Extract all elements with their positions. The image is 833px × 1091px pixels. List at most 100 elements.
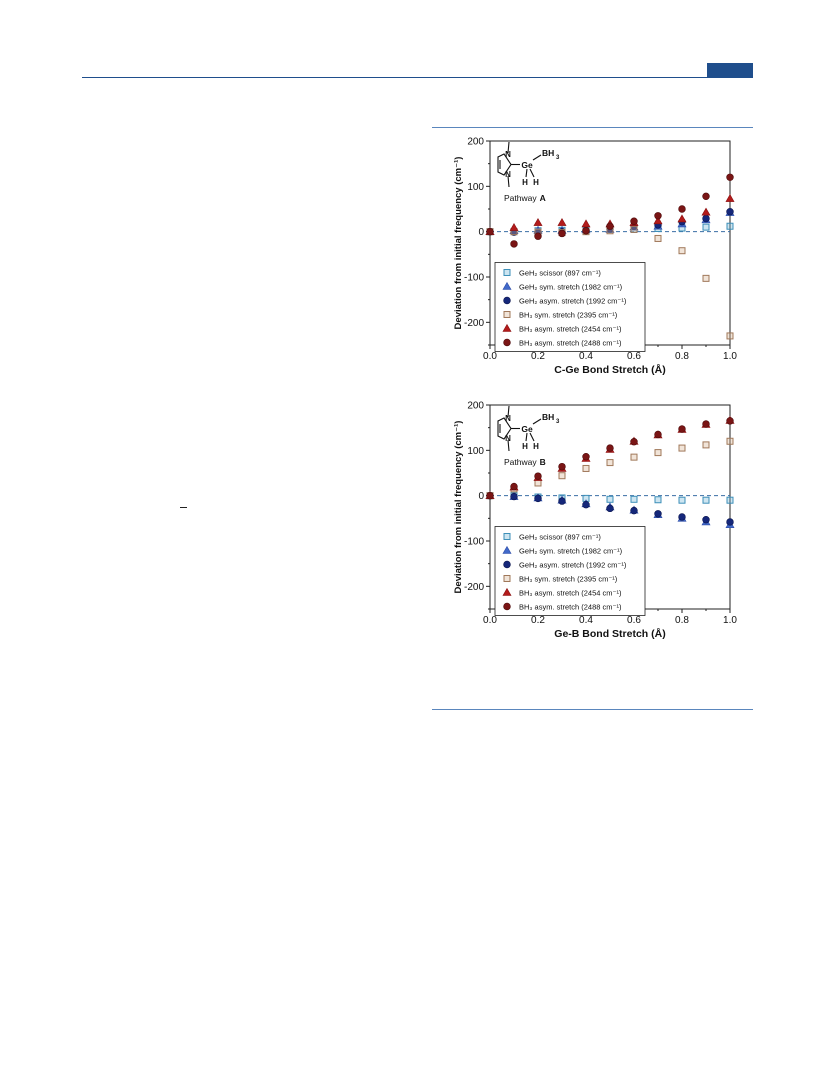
data-point xyxy=(606,222,614,230)
data-point xyxy=(606,444,614,452)
header-rule xyxy=(82,77,753,78)
legend-marker xyxy=(502,323,512,332)
x-tick-label: 0.6 xyxy=(627,615,641,626)
data-point xyxy=(702,420,710,428)
x-tick-label: 0.4 xyxy=(579,615,593,626)
data-point xyxy=(510,492,518,501)
series-5 xyxy=(486,417,734,500)
legend-marker xyxy=(503,338,511,347)
data-point xyxy=(510,240,518,248)
y-axis-label: Deviation from initial frequency (cm⁻¹) xyxy=(453,421,464,594)
pathway-letter: A xyxy=(540,193,546,203)
ge-b-bond xyxy=(532,154,542,161)
data-point xyxy=(653,216,663,225)
legend-marker xyxy=(503,574,511,582)
x-tick-label: 0.2 xyxy=(531,615,545,626)
header-page-tab xyxy=(707,63,753,78)
atom-bh3-subscript: 3 xyxy=(556,419,560,425)
data-point xyxy=(702,515,710,524)
data-point xyxy=(702,441,710,449)
pathway-label-text: Pathway xyxy=(504,193,537,203)
n-methyl-bottom xyxy=(507,439,510,452)
legend-marker xyxy=(502,281,512,290)
data-point xyxy=(726,496,734,504)
pathway-letter: B xyxy=(540,457,546,467)
atom-bh3: BH xyxy=(542,148,554,158)
pathway-label: Pathway B xyxy=(504,457,546,467)
data-point xyxy=(606,504,614,513)
y-tick-label: 0 xyxy=(478,491,484,502)
data-point xyxy=(726,437,734,445)
data-point xyxy=(678,425,686,433)
n-methyl-bottom xyxy=(507,175,510,188)
data-point xyxy=(606,495,614,503)
imidazole-ring xyxy=(497,153,512,176)
chart-pathway-b: 0.0 0.2 0.4 0.6 0.8 1.0 200 100 0 -100 -200 Ge-B Bo… xyxy=(453,401,737,641)
data-point xyxy=(702,214,710,223)
chart-pathway-a: 0.0 0.2 0.4 0.6 0.8 1.0 200 100 0 -100 -200 C-Ge Bo… xyxy=(453,137,737,377)
legend-marker xyxy=(503,532,511,540)
x-tick-label: 0.0 xyxy=(483,615,497,626)
data-point xyxy=(630,506,638,515)
data-point xyxy=(702,274,710,282)
data-point xyxy=(558,462,566,471)
y-tick-label: 200 xyxy=(467,137,484,148)
y-axis-label: Deviation from initial frequency (cm⁻¹) xyxy=(453,157,464,330)
legend-entry: GeH₂ sym. stretch (1982 cm⁻¹) xyxy=(519,546,623,555)
data-point xyxy=(533,217,543,226)
series-2 xyxy=(486,491,734,526)
data-point xyxy=(654,212,662,220)
data-point xyxy=(582,501,590,509)
x-tick-label: 1.0 xyxy=(723,615,737,626)
x-tick-label: 0.2 xyxy=(531,351,545,362)
figure-top-rule xyxy=(432,127,753,128)
data-point xyxy=(677,214,687,223)
series-5 xyxy=(486,173,734,248)
legend-marker xyxy=(503,268,511,276)
data-point xyxy=(726,518,734,526)
data-point xyxy=(678,205,686,213)
legend-marker xyxy=(502,587,512,596)
data-point xyxy=(534,232,542,240)
legend: GeH₂ scissor (897 cm⁻¹) GeH₂ sym. stretch… xyxy=(494,262,646,352)
molecule-inset: N N Ge BH 3 H H Pathway B xyxy=(497,405,560,467)
atom-n-top: N xyxy=(505,150,511,159)
x-axis-label: Ge-B Bond Stretch (Å) xyxy=(554,627,665,640)
x-tick-label: 0.8 xyxy=(675,615,689,626)
x-tick-label: 0.4 xyxy=(579,351,593,362)
data-point xyxy=(582,452,590,461)
legend-box xyxy=(494,526,646,616)
ge-b-bond xyxy=(532,418,542,425)
pathway-label-text: Pathway xyxy=(504,457,537,467)
y-tick-label: 100 xyxy=(467,182,484,193)
data-point xyxy=(654,510,662,518)
pathway-label: Pathway A xyxy=(504,193,546,203)
data-point xyxy=(726,173,734,181)
data-point xyxy=(558,229,566,238)
y-tick-label: 200 xyxy=(467,401,484,412)
x-axis-label: C-Ge Bond Stretch (Å) xyxy=(554,363,665,376)
legend-entry: BH₃ asym. stretch (2488 cm⁻¹) xyxy=(519,602,622,611)
x-tick-label: 0.6 xyxy=(627,351,641,362)
data-point xyxy=(534,472,542,480)
atom-n-bottom: N xyxy=(505,434,511,443)
data-point xyxy=(630,453,638,461)
atom-h-2: H xyxy=(533,178,539,187)
n-methyl-top xyxy=(507,141,510,154)
y-tick-label: -100 xyxy=(464,273,484,284)
legend-box xyxy=(494,262,646,352)
data-point xyxy=(630,225,638,233)
data-point xyxy=(702,496,710,504)
data-point xyxy=(486,227,494,236)
legend-marker xyxy=(503,310,511,318)
legend-marker xyxy=(503,296,511,305)
y-tick-label: -200 xyxy=(464,318,484,329)
data-point xyxy=(630,438,638,446)
legend-entry: BH₃ asym. stretch (2454 cm⁻¹) xyxy=(519,324,622,333)
legend-entry: GeH₂ sym. stretch (1982 cm⁻¹) xyxy=(519,282,623,291)
data-point xyxy=(725,193,735,202)
data-point xyxy=(726,208,734,216)
atom-h-1: H xyxy=(522,178,528,187)
legend-entry: BH₃ asym. stretch (2488 cm⁻¹) xyxy=(519,338,622,347)
legend-marker xyxy=(503,560,511,569)
